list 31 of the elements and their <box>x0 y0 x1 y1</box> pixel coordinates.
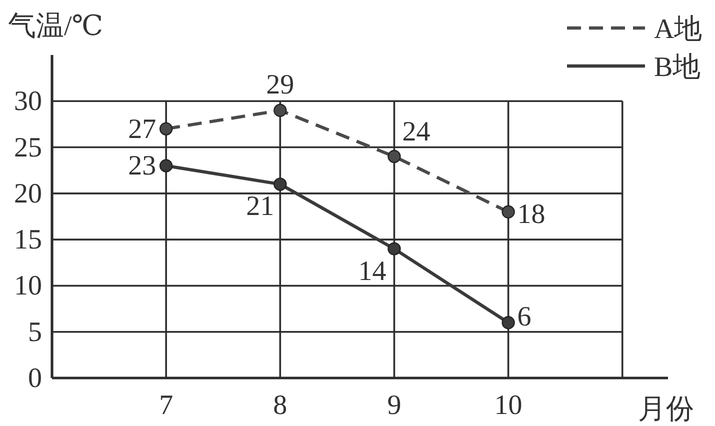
xlabel: 月份 <box>638 394 694 425</box>
point <box>159 159 173 172</box>
data-label: 27 <box>128 114 156 145</box>
point <box>502 205 515 218</box>
y-tick: 20 <box>14 178 42 210</box>
x-tick: 7 <box>159 390 174 421</box>
x-tick: 10 <box>494 390 522 421</box>
point <box>274 178 287 191</box>
y-tick: 0 <box>28 363 42 394</box>
data-label: 23 <box>128 150 156 182</box>
legend-label: B地 <box>654 52 701 83</box>
y-tick: 5 <box>28 316 42 348</box>
legend-label: A地 <box>654 14 702 45</box>
y-tick: 25 <box>14 132 42 164</box>
data-label: 21 <box>246 191 274 222</box>
point <box>388 150 401 164</box>
y-tick: 30 <box>14 86 42 118</box>
y-tick: 15 <box>14 224 42 256</box>
y-tick: 10 <box>14 270 42 302</box>
point <box>502 316 515 330</box>
data-label: 6 <box>517 302 532 333</box>
x-tick: 9 <box>387 390 402 421</box>
ylabel: 气温/℃ <box>8 11 104 42</box>
data-label: 29 <box>266 69 294 100</box>
point <box>159 122 173 136</box>
point <box>388 242 401 256</box>
data-label: 18 <box>517 198 546 230</box>
data-label: 14 <box>358 256 386 287</box>
x-tick: 8 <box>273 390 288 421</box>
point <box>274 104 287 117</box>
data-label: 24 <box>402 116 430 148</box>
